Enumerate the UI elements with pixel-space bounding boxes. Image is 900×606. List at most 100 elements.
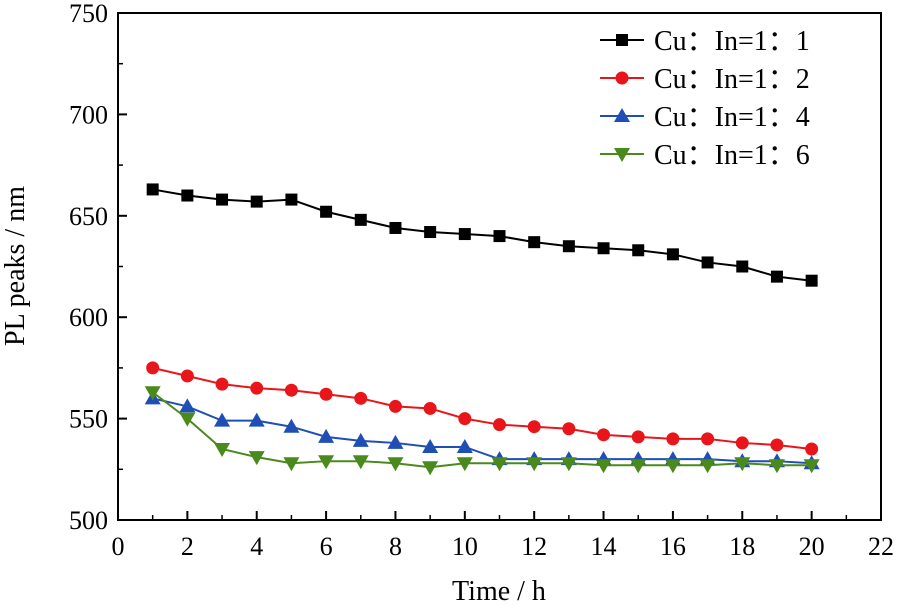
data-point <box>666 432 680 446</box>
data-point <box>319 387 333 401</box>
series-4 <box>144 386 820 476</box>
data-point <box>527 420 541 434</box>
data-point <box>422 461 439 476</box>
legend-marker <box>615 71 629 85</box>
data-point <box>560 457 577 472</box>
series-line <box>152 391 812 469</box>
data-point <box>803 459 820 474</box>
legend-item: Cu：In=1：6 <box>600 140 810 171</box>
data-point <box>631 430 645 444</box>
data-point <box>699 459 716 474</box>
data-point <box>354 391 368 405</box>
data-point <box>352 455 369 470</box>
y-tick-label: 650 <box>69 202 108 231</box>
data-point <box>597 428 611 442</box>
data-point <box>285 193 298 206</box>
data-point <box>181 189 194 202</box>
data-point <box>214 443 231 458</box>
data-point <box>180 369 194 383</box>
data-point <box>424 226 437 239</box>
y-axis-title: PL peaks / nm <box>0 186 31 346</box>
axes-layer: 0 2 4 6 8 10 12 14 16 18 20 22 500 550 600 650 700 750 <box>69 0 894 561</box>
data-point <box>422 438 439 453</box>
data-point <box>595 459 612 474</box>
data-point <box>805 442 819 456</box>
data-point <box>283 457 300 472</box>
data-point <box>216 193 229 206</box>
data-point <box>179 412 196 427</box>
x-tick-label: 18 <box>729 532 755 561</box>
legend-marker <box>614 148 630 162</box>
series-layer <box>144 183 820 476</box>
x-tick-label: 22 <box>868 532 894 561</box>
legend-item: Cu：In=1：4 <box>600 102 810 133</box>
data-point <box>284 383 298 397</box>
data-point <box>387 457 404 472</box>
legend: Cu：In=1：1 Cu：In=1：2 Cu：In=1：4 Cu：In=1：6 <box>600 26 810 171</box>
data-point <box>423 401 437 415</box>
y-tick-label: 750 <box>69 0 108 28</box>
series-2 <box>146 361 819 456</box>
data-point <box>146 361 160 375</box>
y-tick-label: 600 <box>69 303 108 332</box>
series-3 <box>144 390 820 470</box>
x-tick-label: 0 <box>112 532 125 561</box>
data-point <box>144 386 161 401</box>
data-point <box>630 459 647 474</box>
data-point <box>458 412 472 426</box>
legend-marker <box>616 34 628 46</box>
x-tick-label: 2 <box>181 532 194 561</box>
y-tick-label: 700 <box>69 100 108 129</box>
x-tick-label: 20 <box>799 532 825 561</box>
data-point <box>352 432 369 447</box>
data-point <box>701 432 715 446</box>
legend-label: Cu：In=1：6 <box>654 140 810 171</box>
data-point <box>734 457 751 472</box>
data-point <box>562 240 575 253</box>
data-point <box>770 270 783 283</box>
x-tick-label: 4 <box>250 532 263 561</box>
x-tick-label: 12 <box>521 532 547 561</box>
data-point <box>354 213 367 226</box>
data-point <box>597 242 610 255</box>
data-point <box>318 455 335 470</box>
data-point <box>456 438 473 453</box>
data-point <box>768 459 785 474</box>
data-point <box>248 412 265 427</box>
x-tick-label: 10 <box>452 532 478 561</box>
series-1 <box>146 183 818 287</box>
data-point <box>250 381 264 395</box>
data-point <box>528 236 541 249</box>
data-point <box>320 205 333 218</box>
legend-item: Cu：In=1：1 <box>600 26 810 57</box>
legend-label: Cu：In=1：4 <box>654 102 810 133</box>
legend-item: Cu：In=1：2 <box>600 64 810 95</box>
data-point <box>632 244 645 257</box>
data-point <box>493 230 506 243</box>
data-point <box>250 195 263 208</box>
series-line <box>152 397 812 465</box>
data-point <box>735 436 749 450</box>
y-tick-label: 500 <box>69 506 108 535</box>
data-point <box>664 459 681 474</box>
data-point <box>805 274 818 287</box>
data-point <box>701 256 714 269</box>
x-tick-label: 8 <box>389 532 402 561</box>
data-point <box>388 399 402 413</box>
legend-label: Cu：In=1：2 <box>654 64 810 95</box>
data-point <box>215 377 229 391</box>
data-point <box>770 438 784 452</box>
legend-label: Cu：In=1：1 <box>654 26 810 57</box>
data-point <box>387 434 404 449</box>
x-tick-label: 14 <box>591 532 617 561</box>
data-point <box>283 418 300 433</box>
data-point <box>179 398 196 413</box>
x-axis-title: Time / h <box>452 576 546 606</box>
data-point <box>389 221 402 234</box>
data-point <box>248 451 265 466</box>
x-tick-label: 16 <box>660 532 686 561</box>
legend-marker <box>614 108 630 122</box>
data-point <box>526 457 543 472</box>
data-point <box>458 228 471 241</box>
data-point <box>318 428 335 443</box>
